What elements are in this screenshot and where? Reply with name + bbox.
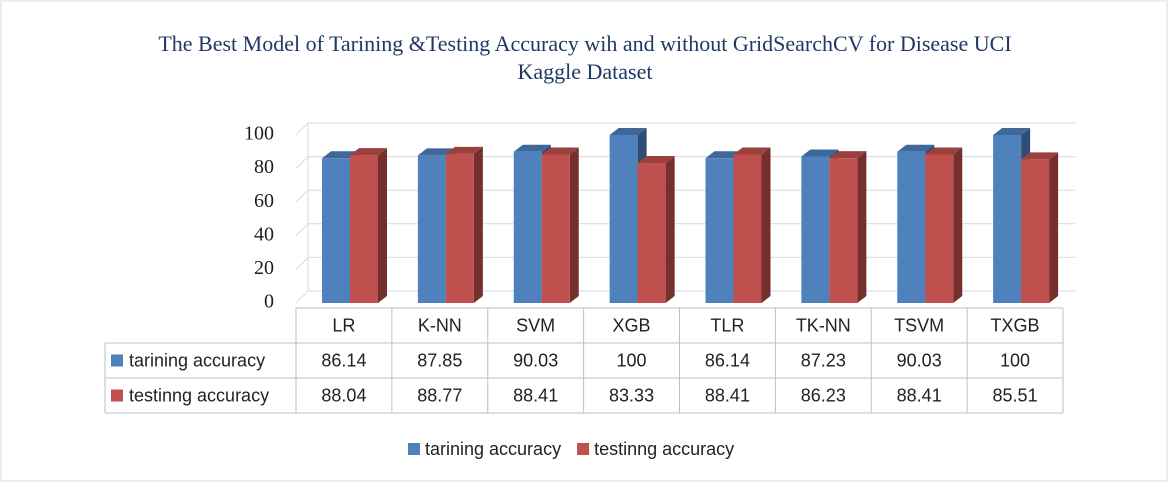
bar: [637, 163, 666, 303]
table-cell: 88.41: [513, 385, 558, 405]
bar-side: [857, 151, 867, 303]
x-tick-label: XGB: [613, 315, 651, 335]
y-tick-label: 100: [244, 123, 274, 145]
bar-top: [417, 148, 455, 156]
bar-top: [541, 147, 579, 155]
grid-line-depth: [295, 223, 309, 237]
grid-line-depth: [295, 156, 309, 169]
x-tick-label: TLR: [710, 315, 744, 335]
bar: [513, 151, 542, 303]
table-legend-key: [111, 354, 123, 367]
y-tick-label: 80: [254, 156, 274, 178]
bar-top: [637, 156, 675, 164]
table-cell: 100: [1000, 350, 1030, 370]
bar-top: [350, 148, 387, 156]
bar-side: [1049, 152, 1059, 303]
table-cell: 86.23: [801, 385, 846, 405]
bar: [350, 155, 378, 303]
bar: [829, 158, 858, 303]
bar: [801, 156, 830, 303]
bar: [705, 158, 734, 303]
table-cell: 85.51: [993, 385, 1038, 405]
bar: [609, 135, 638, 303]
bar-side: [665, 156, 675, 303]
legend-label: testinng accuracy: [594, 439, 734, 459]
bar-top: [993, 128, 1031, 135]
y-tick-label: 0: [264, 291, 274, 313]
bar: [733, 154, 762, 303]
bar-top: [1021, 152, 1059, 160]
x-tick-label: SVM: [516, 315, 555, 335]
bar-top: [925, 147, 963, 155]
bar-side: [953, 147, 963, 303]
table-cell: 86.14: [705, 350, 750, 370]
grid-line-depth: [295, 122, 309, 136]
table-cell: 90.03: [897, 350, 942, 370]
bar-top: [829, 151, 867, 159]
bar-top: [897, 144, 935, 152]
y-tick-label: 40: [254, 223, 274, 245]
bar-top: [705, 151, 743, 159]
bar-top: [513, 144, 551, 152]
x-tick-label: TXGB: [991, 315, 1040, 335]
bar-side: [761, 147, 771, 303]
bar-top: [322, 151, 359, 159]
bar-top: [609, 128, 647, 135]
grid-line-depth: [295, 257, 309, 270]
bar: [417, 155, 446, 303]
bar: [541, 154, 570, 303]
table-cell: 88.04: [321, 385, 366, 405]
table-cell: 100: [617, 350, 647, 370]
bar-top: [445, 146, 483, 154]
bar-side: [473, 146, 483, 303]
table-cell: 87.85: [417, 350, 462, 370]
table-row-label: tarining accuracy: [129, 350, 265, 370]
bar-side: [569, 147, 579, 303]
bar-side: [378, 148, 387, 303]
table-cell: 88.77: [417, 385, 462, 405]
bar: [322, 158, 350, 303]
grid-line-depth: [295, 189, 309, 203]
x-tick-label: TK-NN: [796, 315, 851, 335]
legend-key: [408, 443, 420, 455]
table-cell: 90.03: [513, 350, 558, 370]
table-cell: 88.41: [897, 385, 942, 405]
legend-label: tarining accuracy: [425, 439, 561, 459]
bar-top: [801, 149, 839, 157]
bar: [1021, 159, 1050, 303]
table-row-label: testinng accuracy: [129, 385, 269, 405]
bar: [445, 153, 474, 303]
x-tick-label: LR: [332, 315, 355, 335]
table-cell: 83.33: [609, 385, 654, 405]
table-cell: 86.14: [321, 350, 366, 370]
legend-key: [577, 443, 590, 455]
grid-line-depth: [295, 290, 309, 304]
table-cell: 88.41: [705, 385, 750, 405]
y-tick-label: 20: [254, 257, 274, 279]
table-cell: 87.23: [801, 350, 846, 370]
chart-title: The Best Model of Tarining &Testing Accu…: [158, 31, 1012, 84]
x-tick-label: K-NN: [418, 315, 462, 335]
bar: [897, 151, 926, 303]
bar: [993, 135, 1022, 303]
table-legend-key: [111, 389, 123, 402]
bar-top: [733, 147, 771, 155]
x-tick-label: TSVM: [894, 315, 944, 335]
bar: [925, 154, 954, 303]
y-tick-label: 60: [254, 190, 274, 212]
